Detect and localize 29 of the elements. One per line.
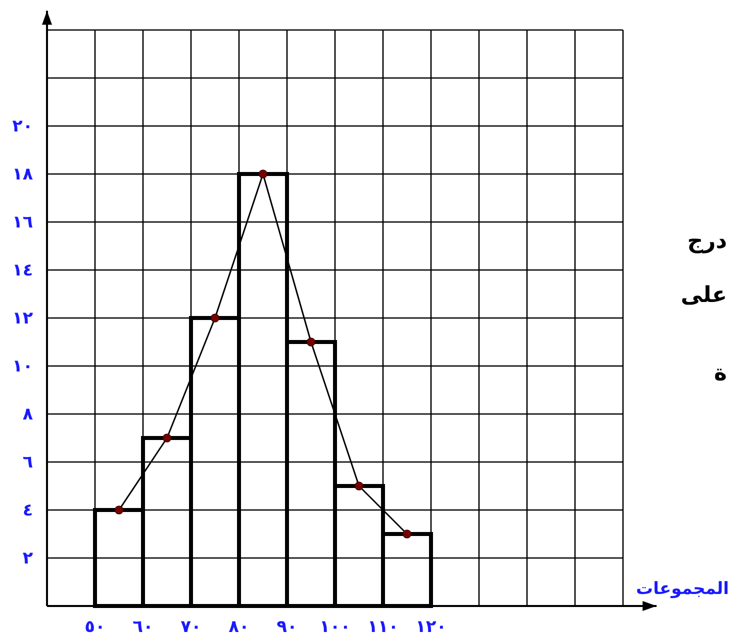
y-tick-label: ١٨ bbox=[12, 164, 34, 184]
point bbox=[114, 506, 124, 514]
text: درج bbox=[687, 229, 727, 254]
point bbox=[402, 530, 412, 538]
x-axis-title: المجموعات bbox=[636, 579, 729, 599]
point bbox=[210, 314, 220, 322]
x-tick-label: ٩٠ bbox=[276, 617, 298, 638]
x-tick-label: ١٠٠ bbox=[319, 617, 351, 638]
y-tick-label: ١٢ bbox=[12, 308, 34, 328]
y-tick-label: ٦ bbox=[22, 452, 33, 472]
text: ة bbox=[714, 361, 727, 386]
x-tick-label: ٨٠ bbox=[228, 617, 250, 638]
x-tick-label: ٦٠ bbox=[132, 617, 154, 638]
point bbox=[306, 338, 316, 346]
y-tick-label: ٢ bbox=[22, 548, 34, 568]
point bbox=[162, 434, 172, 442]
text: على bbox=[680, 283, 727, 308]
point bbox=[354, 482, 364, 490]
x-tick-label: ٥٠ bbox=[84, 617, 106, 638]
y-tick-label: ١٠ bbox=[12, 356, 33, 376]
y-tick-label: ٤ bbox=[22, 500, 33, 520]
x-tick-label: ١١٠ bbox=[367, 617, 399, 638]
x-tick-label: ١٢٠ bbox=[415, 617, 447, 638]
point bbox=[258, 170, 268, 178]
y-tick-label: ٨ bbox=[22, 404, 34, 424]
x-tick-label: ٧٠ bbox=[180, 617, 202, 638]
y-tick-label: ٢٠ bbox=[12, 116, 33, 136]
y-tick-label: ١٤ bbox=[12, 260, 33, 280]
y-tick-label: ١٦ bbox=[12, 212, 33, 232]
